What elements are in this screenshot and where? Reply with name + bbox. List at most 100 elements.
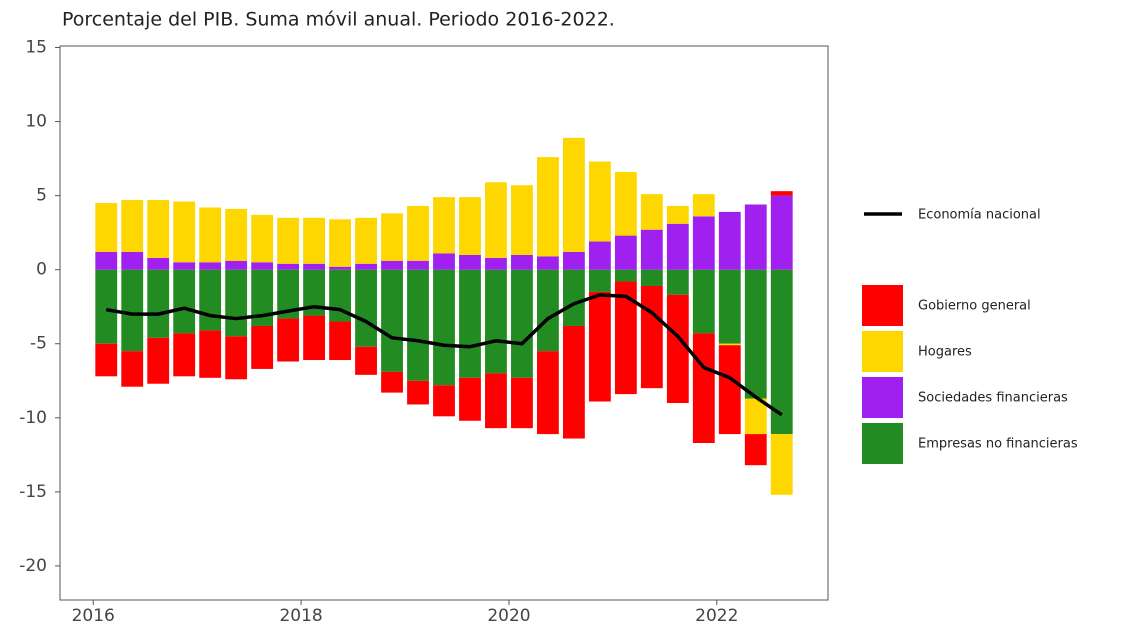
bar-segment <box>459 269 481 378</box>
bar-segment <box>562 269 585 326</box>
bar-segment <box>407 269 429 381</box>
bar-segment <box>511 269 533 378</box>
bar-segment <box>537 351 559 435</box>
y-tick-label: -10 <box>19 408 47 428</box>
bar-segment <box>381 213 403 261</box>
bar-segment <box>355 346 377 375</box>
bar-segment <box>770 191 793 196</box>
bar-segment <box>381 371 403 393</box>
bar-segment <box>407 260 429 270</box>
bar-segment <box>666 294 689 403</box>
y-tick-label: 10 <box>25 112 47 132</box>
bar-segment <box>173 262 196 270</box>
bar-segment <box>770 269 793 435</box>
bar-segment <box>718 345 741 435</box>
bar-segment <box>433 253 455 270</box>
bar-segment <box>147 337 170 384</box>
bar-segment <box>692 216 715 270</box>
y-tick-label: 15 <box>25 37 47 57</box>
bar-segment <box>95 203 118 252</box>
y-tick-label: 0 <box>36 260 47 280</box>
bar-segment <box>121 351 144 387</box>
bar-segment <box>147 257 170 270</box>
legend-label: Gobierno general <box>918 299 1031 314</box>
bar-segment <box>666 205 689 224</box>
bar-segment <box>744 204 767 270</box>
bar-segment <box>95 343 118 377</box>
bar-segment <box>95 251 118 270</box>
bar-segment <box>511 185 533 255</box>
bar-segment <box>744 269 767 399</box>
bar-segment <box>588 291 611 402</box>
x-tick-label: 2018 <box>279 606 322 626</box>
bar-segment <box>121 251 144 270</box>
y-tick-label: -5 <box>30 334 47 354</box>
bar-segment <box>121 269 144 352</box>
bar-segment <box>251 214 274 263</box>
bar-segment <box>329 219 351 267</box>
bar-segment <box>537 256 559 270</box>
legend-label: Empresas no financieras <box>918 437 1078 452</box>
bar-segment <box>277 263 300 270</box>
bar-segment <box>485 269 507 374</box>
bar-segment <box>614 281 637 395</box>
bar-segment <box>614 235 637 270</box>
bar-segment <box>744 434 767 466</box>
bar-segment <box>562 251 585 270</box>
bar-segment <box>121 200 144 252</box>
bar-segment <box>225 208 248 261</box>
bar-segment <box>95 269 118 344</box>
plot-border <box>59 45 829 601</box>
bar-segment <box>640 229 663 270</box>
bar-segment <box>459 377 481 421</box>
y-tick-label: 5 <box>36 186 47 206</box>
bar-segment <box>355 263 377 270</box>
bar-segment <box>614 171 637 236</box>
bar-segment <box>588 241 611 270</box>
bar-segment <box>770 195 793 270</box>
bar-segment <box>511 377 533 429</box>
bar-segment <box>225 336 248 380</box>
legend-label: Sociedades financieras <box>918 391 1068 406</box>
y-tick-label: -20 <box>19 556 47 576</box>
bar-segment <box>537 157 559 257</box>
bar-segment <box>303 315 326 361</box>
bar-segment <box>485 182 507 258</box>
bar-segment <box>407 205 429 261</box>
bar-segment <box>199 269 222 331</box>
bar-segment <box>588 269 611 292</box>
bar-segment <box>199 262 222 270</box>
legend-label: Economía nacional <box>918 208 1041 223</box>
bar-segment <box>381 269 403 372</box>
bar-segment <box>562 137 585 252</box>
bar-segment <box>329 266 351 270</box>
x-tick-label: 2022 <box>695 606 738 626</box>
bar-segment <box>303 263 326 270</box>
legend-key <box>862 423 903 464</box>
bar-segment <box>459 254 481 270</box>
legend-key <box>862 377 903 418</box>
bar-segment <box>277 269 300 319</box>
bar-segment <box>692 269 715 334</box>
bar-segment <box>225 269 248 337</box>
bar-segment <box>147 200 170 258</box>
legend-label: Hogares <box>918 345 972 360</box>
bar-segment <box>251 262 274 270</box>
bar-segment <box>381 260 403 270</box>
bar-segment <box>485 257 507 270</box>
bar-segment <box>355 269 377 347</box>
chart-title: Porcentaje del PIB. Suma móvil anual. Pe… <box>62 9 615 31</box>
plot-area <box>95 137 793 495</box>
bar-segment <box>459 197 481 255</box>
x-tick-label: 2020 <box>487 606 530 626</box>
bar-segment <box>355 217 377 264</box>
bar-segment <box>199 330 222 378</box>
bar-segment <box>692 194 715 217</box>
bar-segment <box>537 269 559 352</box>
bar-segment <box>173 333 196 377</box>
bar-segment <box>718 343 741 346</box>
bar-segment <box>303 217 326 264</box>
bar-segment <box>407 380 429 405</box>
legend-key <box>862 285 903 326</box>
